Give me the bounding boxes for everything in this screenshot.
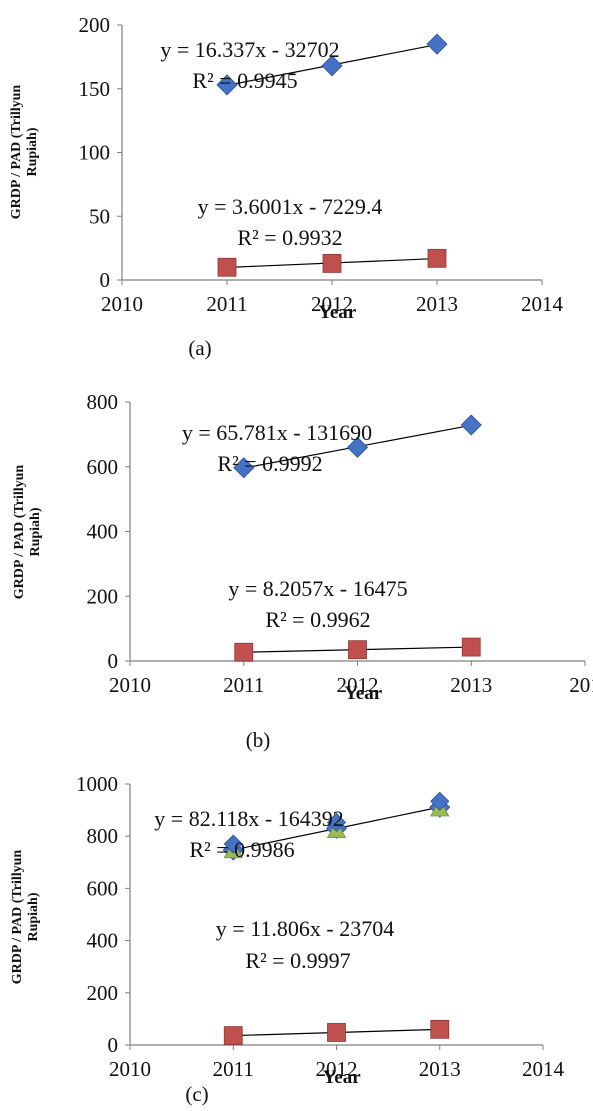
trendline-equation: y = 16.337x - 32702 <box>160 37 339 62</box>
x-axis-title: Year <box>344 683 383 704</box>
x-axis-title: Year <box>323 1067 362 1088</box>
x-tick-label: 2010 <box>101 292 143 316</box>
x-tick-label: 2012 <box>311 292 353 316</box>
data-point-square <box>427 248 447 268</box>
data-point-diamond <box>216 74 238 96</box>
y-tick-label: 0 <box>108 649 119 673</box>
y-tick-label: 1000 <box>76 772 118 796</box>
y-tick-label: 0 <box>100 268 111 292</box>
data-point-diamond <box>426 33 448 55</box>
data-point-diamond <box>321 55 343 77</box>
panel-caption: (b) <box>246 728 271 752</box>
x-tick-label: 2011 <box>206 292 247 316</box>
data-point-square <box>348 640 367 660</box>
y-axis-title-line: GRDP / PAD (Trillyun <box>12 465 27 600</box>
y-axis-title: GRDP / PAD (TrillyunRupiah) <box>9 85 40 220</box>
trendline-r-squared: R² = 0.9997 <box>245 948 350 973</box>
y-axis-title: GRDP / PAD (TrillyunRupiah) <box>12 465 43 600</box>
data-point-diamond <box>326 812 347 832</box>
trendline-equation: y = 3.6001x - 7229.4 <box>198 194 383 219</box>
y-tick-label: 150 <box>79 77 111 101</box>
trendline-r-squared: R² = 0.9932 <box>237 225 342 250</box>
y-tick-label: 50 <box>89 204 110 228</box>
data-point-diamond <box>346 436 369 458</box>
y-axis-title-line: GRDP / PAD (Trillyun <box>9 85 24 220</box>
data-point-diamond <box>233 457 255 479</box>
y-tick-label: 200 <box>87 584 119 608</box>
y-tick-label: 0 <box>108 1033 119 1057</box>
data-point-diamond <box>460 414 482 436</box>
y-tick-label: 600 <box>87 455 119 479</box>
chart-panel-1: 0 50 100 150 200 2010 2011 2012 2013 2014 Year GRDP… <box>9 13 564 360</box>
x-tick-label: 201 <box>569 673 593 697</box>
trendline-equation: y = 65.781x - 131690 <box>182 420 372 445</box>
x-tick-label: 2012 <box>316 1057 358 1081</box>
y-tick-label: 800 <box>87 390 119 414</box>
data-point-diamond <box>430 791 450 811</box>
data-point-square <box>430 1019 450 1039</box>
panel-caption: (c) <box>185 1082 208 1106</box>
trendline-r-squared: R² = 0.9962 <box>265 607 370 632</box>
y-axis-title-line: Rupiah) <box>28 507 43 556</box>
x-tick-label: 2014 <box>521 292 564 316</box>
y-tick-label: 400 <box>87 520 119 544</box>
y-tick-label: 200 <box>87 981 119 1005</box>
trendline-r-squared: R² = 0.9986 <box>189 837 294 862</box>
x-tick-label: 2013 <box>416 292 458 316</box>
x-tick-label: 2011 <box>213 1057 254 1081</box>
y-tick-label: 100 <box>79 141 111 165</box>
y-tick-label: 200 <box>79 13 111 37</box>
y-axis-title-line: GRDP / PAD (Trillyun <box>10 850 25 985</box>
trendline-r-squared: R² = 0.9945 <box>192 68 297 93</box>
trendline-equation: y = 82.118x - 164392 <box>154 806 343 831</box>
x-tick-label: 2014 <box>522 1057 565 1081</box>
data-point-square <box>461 637 481 657</box>
x-tick-label: 2013 <box>450 673 492 697</box>
x-tick-label: 2010 <box>109 1057 151 1081</box>
data-point-square <box>322 254 342 273</box>
y-axis-title-line: Rupiah) <box>25 127 40 176</box>
y-axis-title-line: Rupiah) <box>26 892 41 941</box>
trendline-equation: y = 11.806x - 23704 <box>216 916 394 941</box>
data-point-diamond <box>223 834 243 854</box>
data-point-square <box>223 1026 243 1046</box>
y-tick-label: 800 <box>87 824 119 848</box>
panel-caption: (a) <box>188 336 211 360</box>
trendline-equation: y = 8.2057x - 16475 <box>228 576 407 601</box>
x-tick-label: 2013 <box>419 1057 461 1081</box>
trendline-r-squared: R² = 0.9992 <box>217 451 322 476</box>
chart-panel-2: 0 200 400 600 800 2010 2011 2012 2013 201 Year GRDP… <box>12 390 593 752</box>
data-point-square <box>234 642 254 662</box>
chart-panel-3: 0 200 400 600 800 1000 2010 2011 2012 2013 2014 Yea… <box>10 772 565 1106</box>
data-point-square <box>327 1023 346 1042</box>
x-axis-title: Year <box>318 302 357 323</box>
x-tick-label: 2012 <box>337 673 379 697</box>
y-axis-title: GRDP / PAD (TrillyunRupiah) <box>10 850 41 985</box>
data-point-square <box>217 257 237 277</box>
x-tick-label: 2010 <box>109 673 151 697</box>
y-tick-label: 600 <box>87 876 119 900</box>
x-tick-label: 2011 <box>223 673 264 697</box>
y-tick-label: 400 <box>87 929 119 953</box>
